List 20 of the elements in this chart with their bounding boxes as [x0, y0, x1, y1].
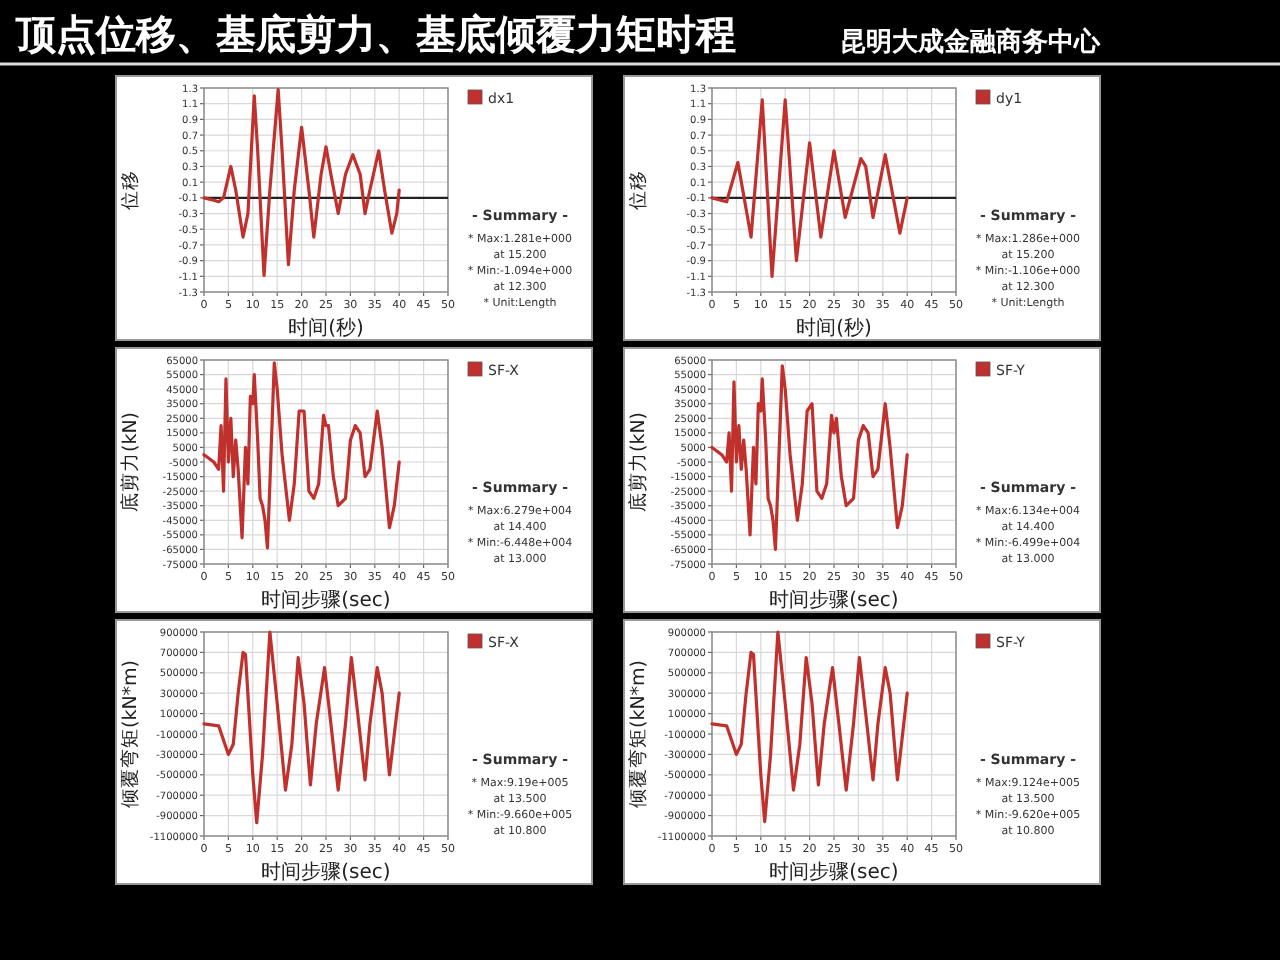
y-axis-title: 倾覆弯矩(kN*m) — [118, 659, 142, 809]
chart-title: 顶点位移、基底剪力、基底倾覆力矩时程 — [14, 10, 736, 58]
x-axis-title: 时间步骤(sec) — [261, 860, 391, 884]
line-series — [202, 361, 401, 550]
line-series — [710, 630, 909, 824]
x-axis-title: 时间步骤(sec) — [769, 860, 899, 884]
x-axis-title: 时间(秒) — [796, 316, 872, 340]
chart-title: 昆明大成金融商务中心 — [840, 26, 1102, 58]
y-axis-title: 位移 — [118, 170, 142, 210]
x-axis-title: 时间步骤(sec) — [769, 588, 899, 612]
y-axis-title: 位移 — [626, 170, 650, 210]
line-series — [202, 630, 401, 825]
line-series — [710, 98, 909, 278]
y-axis-title: 底剪力(kN) — [118, 411, 142, 513]
x-axis-title: 时间(秒) — [288, 316, 364, 340]
y-axis-title: 底剪力(kN) — [626, 411, 650, 513]
line-series — [710, 364, 909, 552]
x-axis-title: 时间步骤(sec) — [261, 588, 391, 612]
line-series — [202, 87, 401, 278]
y-axis-title: 倾覆弯矩(kN*m) — [626, 659, 650, 809]
